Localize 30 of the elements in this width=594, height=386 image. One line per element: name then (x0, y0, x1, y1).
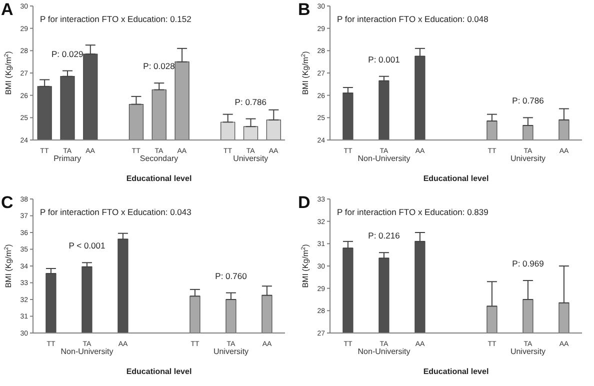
text: University (213, 347, 249, 356)
text: University (510, 154, 546, 163)
series-label: Non-University (358, 347, 410, 356)
annotation: P: 0.969 (512, 258, 544, 269)
annotation: P: 0.028 (143, 61, 176, 72)
text: University (510, 347, 546, 356)
series-label: Primary (54, 154, 82, 163)
chart-title: A (1, 0, 14, 19)
chart-title: C (1, 193, 14, 212)
chart-title: D (298, 193, 310, 212)
annotation: P: 0.786 (234, 96, 267, 107)
series-label: Secondary (140, 154, 178, 163)
annotation: P for interaction FTO x Education: 0.152 (40, 14, 192, 24)
annotation: P < 0.001 (68, 240, 106, 251)
annotation: P for interaction FTO x Education: 0.048 (337, 14, 489, 24)
annotation: P: 0.216 (368, 230, 400, 241)
x-axis-title: Educational level (126, 367, 192, 376)
x-axis-title: Educational level (423, 367, 489, 376)
annotation: P: 0.760 (215, 270, 248, 281)
series-label: University (233, 154, 268, 163)
annotation: P: 0.029 (52, 48, 84, 59)
series-label: Non-University (60, 347, 114, 356)
annotation: P: 0.786 (512, 96, 544, 106)
annotation: P for interaction FTO x Education: 0.839 (337, 207, 489, 217)
chart-title: B (298, 0, 310, 19)
x-axis-title: Educational level (126, 174, 192, 183)
annotation: P: 0.001 (368, 54, 400, 64)
series-label: Non-University (358, 154, 410, 163)
x-axis-title: Educational level (423, 174, 489, 183)
annotation: P for interaction FTO x Education: 0.043 (40, 207, 192, 217)
